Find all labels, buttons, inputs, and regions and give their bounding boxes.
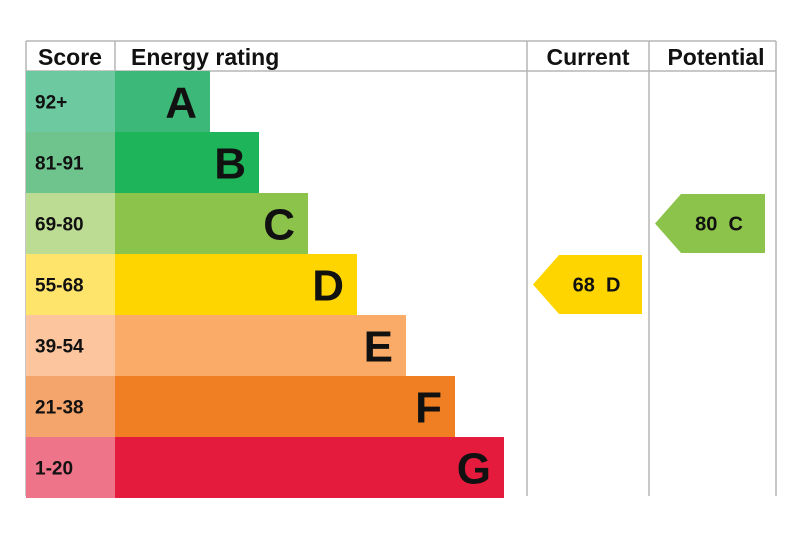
score-label-e: 39-54 xyxy=(35,337,84,358)
rating-indicators: 68 D 80 C xyxy=(533,194,765,314)
score-cell-g xyxy=(26,437,115,498)
band-letter-c: C xyxy=(263,201,295,250)
score-label-c: 69-80 xyxy=(35,215,84,236)
rating-bands: 92+ A 81-91 B 69-80 C 55-68 D 39-54 E 21-38 F 1-20 G xyxy=(26,71,504,498)
chart-headers: Score Energy rating Current Potential xyxy=(38,44,765,70)
band-bar-b xyxy=(115,132,259,193)
score-label-f: 21-38 xyxy=(35,398,84,419)
band-letter-b: B xyxy=(214,140,246,189)
potential-rating-arrow xyxy=(655,194,765,253)
current-rating-arrow xyxy=(533,255,642,314)
score-cell-b xyxy=(26,132,115,193)
score-label-b: 81-91 xyxy=(35,154,84,175)
band-bar-a xyxy=(115,71,210,132)
band-letter-d: D xyxy=(312,262,344,311)
current-rating-label: 68 D xyxy=(573,275,621,297)
band-letter-a: A xyxy=(165,79,197,128)
header-potential: Potential xyxy=(667,44,764,70)
band-letter-g: G xyxy=(457,445,491,494)
band-letter-f: F xyxy=(415,384,442,433)
score-label-a: 92+ xyxy=(35,93,67,114)
band-letter-e: E xyxy=(364,323,393,372)
score-cell-a xyxy=(26,71,115,132)
band-bar-f xyxy=(115,376,455,437)
score-label-d: 55-68 xyxy=(35,276,84,297)
header-current: Current xyxy=(546,44,629,70)
score-cell-e xyxy=(26,315,115,376)
band-bar-d xyxy=(115,254,357,315)
score-cell-d xyxy=(26,254,115,315)
score-label-g: 1-20 xyxy=(35,459,73,480)
band-bar-e xyxy=(115,315,406,376)
potential-rating-label: 80 C xyxy=(695,214,743,236)
score-cell-f xyxy=(26,376,115,437)
score-cell-c xyxy=(26,193,115,254)
band-bar-c xyxy=(115,193,308,254)
header-energy-rating: Energy rating xyxy=(131,44,279,70)
band-bar-g xyxy=(115,437,504,498)
header-score: Score xyxy=(38,44,102,70)
